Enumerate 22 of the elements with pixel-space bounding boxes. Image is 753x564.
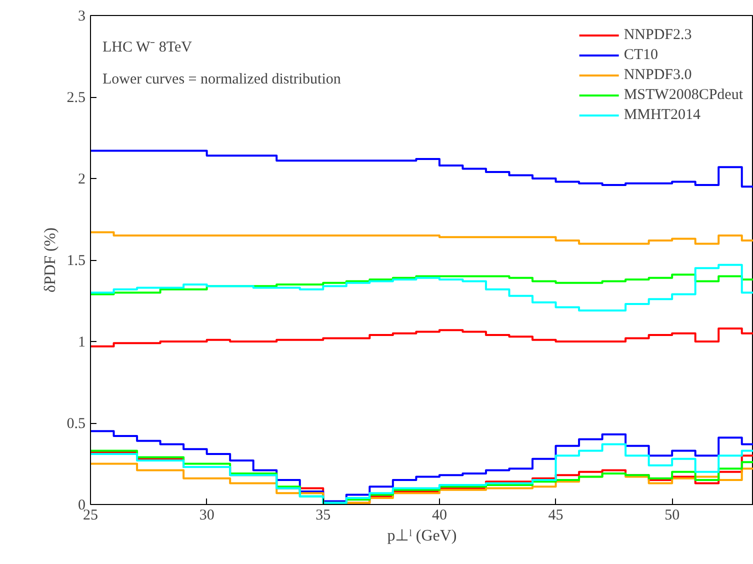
x-tick-label: 25 — [83, 508, 98, 524]
x-tick-label: 50 — [664, 508, 680, 524]
y-tick-label: 1.5 — [66, 253, 86, 269]
x-tick-label: 35 — [316, 508, 331, 524]
y-tick-label: 2 — [78, 172, 86, 188]
legend-label: NNPDF2.3 — [624, 26, 692, 44]
x-tick-label: 45 — [548, 508, 564, 524]
x-tick-label: 40 — [432, 508, 447, 524]
y-tick-label: 3 — [78, 8, 86, 24]
x-tick-label: 30 — [199, 508, 214, 524]
legend-label: CT10 — [624, 46, 658, 64]
y-tick-label: 0 — [78, 498, 86, 514]
y-tick-label: 2.5 — [66, 90, 86, 106]
y-tick-label: 1 — [78, 334, 86, 350]
annotation: LHC W⁻ 8TeV — [102, 40, 192, 56]
legend-label: MMHT2014 — [624, 106, 700, 124]
y-axis-title: δPDF (%) — [42, 228, 59, 292]
x-axis-title: p⊥ˡ (GeV) — [387, 528, 457, 544]
annotation: Lower curves = normalized distribution — [102, 72, 342, 88]
y-tick-label: 0.5 — [66, 416, 86, 432]
legend-label: NNPDF3.0 — [624, 66, 692, 84]
legend-label: MSTW2008CPdeut — [624, 86, 743, 104]
